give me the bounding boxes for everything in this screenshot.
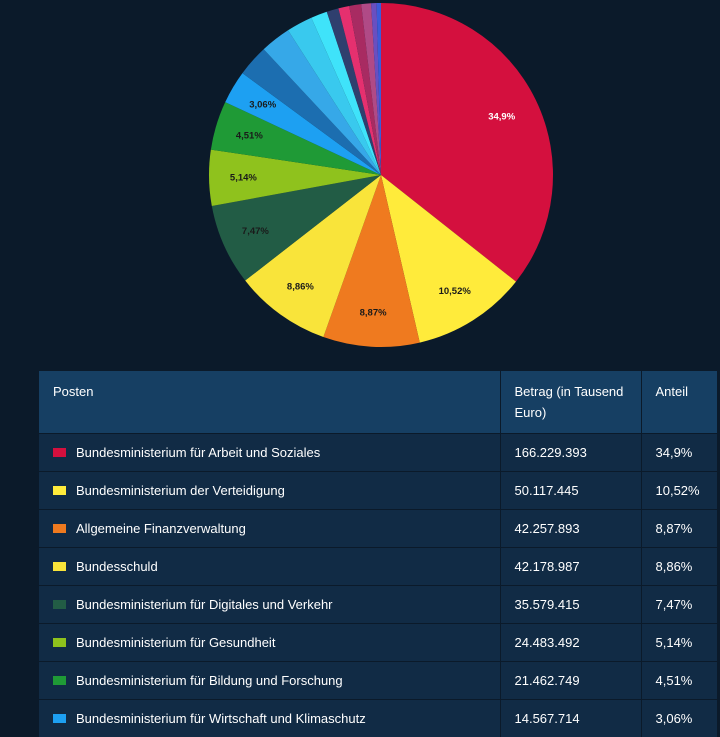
cell-anteil: 4,51% xyxy=(641,662,717,700)
cell-posten: Bundesministerium für Bildung und Forsch… xyxy=(39,662,500,700)
cell-anteil: 10,52% xyxy=(641,472,717,510)
cell-betrag: 24.483.492 xyxy=(500,624,641,662)
cell-posten: Bundesschuld xyxy=(39,548,500,586)
pie-chart: 34,9% 10,52% 8,87% 8,86% 7,47% 5,14% 4,51% 3,06… xyxy=(0,0,720,360)
posten-label: Allgemeine Finanzverwaltung xyxy=(76,521,246,536)
cell-anteil: 34,9% xyxy=(641,434,717,472)
cell-betrag: 42.257.893 xyxy=(500,510,641,548)
cell-anteil: 5,14% xyxy=(641,624,717,662)
pie-slice-label: 7,47% xyxy=(242,226,269,237)
cell-betrag: 166.229.393 xyxy=(500,434,641,472)
cell-betrag: 42.178.987 xyxy=(500,548,641,586)
cell-anteil: 3,06% xyxy=(641,700,717,737)
table-header-row: Posten Betrag (in Tausend Euro) Anteil xyxy=(39,371,717,434)
budget-table: Posten Betrag (in Tausend Euro) Anteil B… xyxy=(39,371,717,737)
cell-posten: Bundesministerium für Gesundheit xyxy=(39,624,500,662)
header-posten[interactable]: Posten xyxy=(39,371,500,434)
legend-swatch xyxy=(53,448,66,457)
cell-betrag: 50.117.445 xyxy=(500,472,641,510)
legend-swatch xyxy=(53,676,66,685)
posten-label: Bundesministerium für Digitales und Verk… xyxy=(76,597,333,612)
cell-posten: Allgemeine Finanzverwaltung xyxy=(39,510,500,548)
cell-posten: Bundesministerium für Wirtschaft und Kli… xyxy=(39,700,500,737)
pie-slice-label: 10,52% xyxy=(439,286,472,297)
posten-label: Bundesministerium für Gesundheit xyxy=(76,635,275,650)
cell-posten: Bundesministerium für Arbeit und Soziale… xyxy=(39,434,500,472)
legend-swatch xyxy=(53,600,66,609)
table-row[interactable]: Bundesministerium der Verteidigung 50.117… xyxy=(39,472,717,510)
cell-anteil: 8,86% xyxy=(641,548,717,586)
posten-label: Bundesministerium für Wirtschaft und Kli… xyxy=(76,711,366,726)
pie-slice-label: 3,06% xyxy=(249,100,276,111)
legend-swatch xyxy=(53,486,66,495)
legend-swatch xyxy=(53,638,66,647)
table-row[interactable]: Bundesministerium für Gesundheit 24.483.4… xyxy=(39,624,717,662)
legend-swatch xyxy=(53,714,66,723)
table-row[interactable]: Bundesministerium für Wirtschaft und Kli… xyxy=(39,700,717,737)
posten-label: Bundesministerium für Arbeit und Soziale… xyxy=(76,445,320,460)
cell-anteil: 8,87% xyxy=(641,510,717,548)
cell-betrag: 35.579.415 xyxy=(500,586,641,624)
pie-slice-label: 5,14% xyxy=(230,172,257,183)
cell-posten: Bundesministerium für Digitales und Verk… xyxy=(39,586,500,624)
pie-slice-label: 34,9% xyxy=(488,112,515,123)
pie-slice-label: 4,51% xyxy=(236,130,263,141)
posten-label: Bundesschuld xyxy=(76,559,158,574)
cell-anteil: 7,47% xyxy=(641,586,717,624)
table-row[interactable]: Bundesministerium für Bildung und Forsch… xyxy=(39,662,717,700)
pie-chart-svg: 34,9% 10,52% 8,87% 8,86% 7,47% 5,14% 4,51% 3,06… xyxy=(0,0,720,360)
header-anteil[interactable]: Anteil xyxy=(641,371,717,434)
table-row[interactable]: Bundesministerium für Digitales und Verk… xyxy=(39,586,717,624)
cell-betrag: 14.567.714 xyxy=(500,700,641,737)
legend-swatch xyxy=(53,562,66,571)
header-betrag[interactable]: Betrag (in Tausend Euro) xyxy=(500,371,641,434)
table-row[interactable]: Bundesministerium für Arbeit und Soziale… xyxy=(39,434,717,472)
cell-betrag: 21.462.749 xyxy=(500,662,641,700)
posten-label: Bundesministerium der Verteidigung xyxy=(76,483,285,498)
cell-posten: Bundesministerium der Verteidigung xyxy=(39,472,500,510)
legend-swatch xyxy=(53,524,66,533)
pie-slice-label: 8,87% xyxy=(360,307,387,318)
pie-slice-label: 8,86% xyxy=(287,282,314,293)
posten-label: Bundesministerium für Bildung und Forsch… xyxy=(76,673,343,688)
